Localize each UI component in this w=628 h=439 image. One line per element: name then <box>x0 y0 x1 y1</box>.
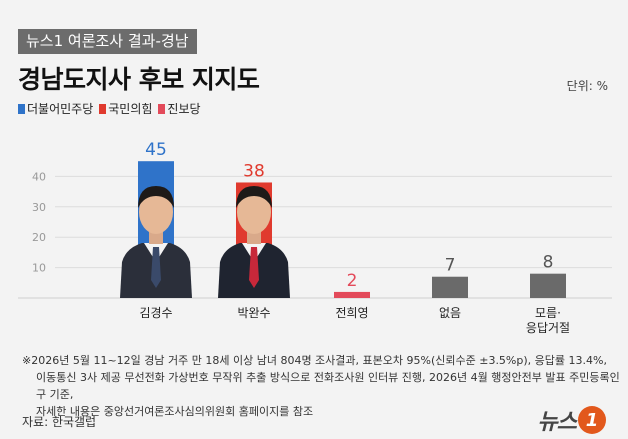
category-label: 전희영 <box>335 306 368 320</box>
logo-text: 뉴스 <box>537 410 577 435</box>
y-tick-label: 10 <box>32 262 46 275</box>
candidate-photo-park <box>218 186 290 298</box>
bar-value-label: 8 <box>543 253 554 273</box>
y-tick-label: 30 <box>32 201 46 214</box>
bar <box>334 291 370 298</box>
bar-value-label: 45 <box>145 140 167 160</box>
legend-label: 더불어민주당 <box>27 102 94 116</box>
legend-swatch <box>158 103 166 114</box>
bar-value-label: 2 <box>347 271 358 291</box>
news1-logo: 뉴스 1 <box>538 404 606 436</box>
footnote: ※2026년 5월 11~12일 경남 거주 만 18세 이상 남녀 804명 … <box>22 352 622 420</box>
candidate-photo-kim <box>120 186 192 298</box>
legend-item-democratic: 더불어민주당 <box>18 100 93 117</box>
category-label: 없음 <box>439 306 461 320</box>
bar-value-label: 7 <box>445 256 456 276</box>
legend-swatch <box>18 103 25 114</box>
y-tick-label: 40 <box>32 170 46 183</box>
footnote-line: ※2026년 5월 11~12일 경남 거주 만 18세 이상 남녀 804명 … <box>22 354 607 367</box>
legend-item-progressive: 진보당 <box>158 100 201 117</box>
bar <box>432 276 468 298</box>
bar-value-label: 38 <box>243 161 265 181</box>
legend-item-ppp: 국민의힘 <box>99 100 152 117</box>
legend-swatch <box>99 103 107 114</box>
legend: 더불어민주당 국민의힘 진보당 <box>18 100 201 117</box>
category-label: 응답거절 <box>526 321 570 335</box>
logo-badge: 1 <box>578 406 606 434</box>
footnote-line: 이동통신 3사 제공 무선전화 가상번호 무작위 추출 방식으로 전화조사원 인… <box>36 371 620 401</box>
legend-label: 국민의힘 <box>108 102 153 116</box>
bar <box>530 273 566 298</box>
y-tick-label: 20 <box>32 231 46 244</box>
survey-tag: 뉴스1 여론조사 결과-경남 <box>18 29 197 54</box>
source-label: 자료: 한국갤럽 <box>22 415 97 429</box>
category-label: 박완수 <box>237 306 270 320</box>
footnote-line: 자세한 내용은 중앙선거여론조사심의위원회 홈페이지를 참조 <box>36 405 314 418</box>
bar-chart: 10 20 30 40 45 김경수 38 박완수 2 전희영 7 없음 8 모름·응답거절 <box>18 140 612 335</box>
category-label: 김경수 <box>139 306 172 320</box>
unit-label: 단위: % <box>566 79 608 93</box>
page-title: 경남도지사 후보 지지도 <box>18 65 260 94</box>
category-label: 모름· <box>535 306 561 320</box>
legend-label: 진보당 <box>167 102 201 116</box>
